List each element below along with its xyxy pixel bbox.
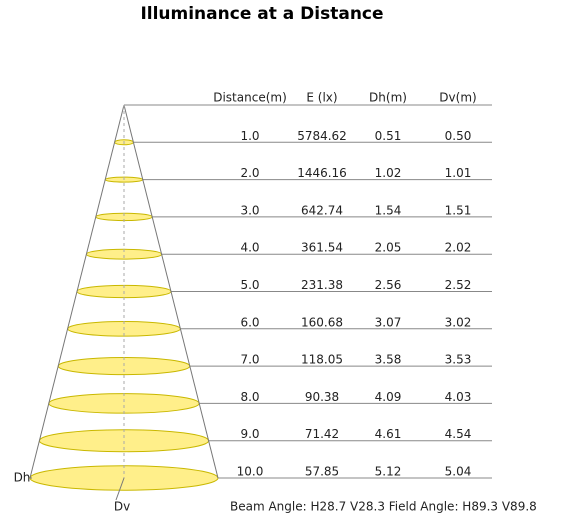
- column-header: Distance(m): [213, 91, 287, 105]
- cell: 3.58: [375, 353, 402, 367]
- cell: 4.0: [240, 241, 259, 255]
- cell: 4.61: [375, 427, 402, 441]
- dh-label: Dh: [14, 471, 31, 485]
- cell: 231.38: [301, 278, 343, 292]
- cell: 1.54: [375, 203, 402, 217]
- diagram: Illuminance at a Distance Dh Dv Beam Ang…: [0, 0, 561, 520]
- cell: 2.0: [240, 166, 259, 180]
- cell: 5.12: [375, 465, 402, 479]
- cell: 1.0: [240, 129, 259, 143]
- cell: 4.03: [445, 390, 472, 404]
- cell: 361.54: [301, 241, 343, 255]
- cell: 2.52: [445, 278, 472, 292]
- cell: 6.0: [240, 315, 259, 329]
- cell: 160.68: [301, 315, 343, 329]
- cell: 3.0: [240, 203, 259, 217]
- cell: 1.51: [445, 203, 472, 217]
- cell: 2.05: [375, 241, 402, 255]
- light-ellipse: [58, 358, 190, 375]
- cell: 1446.16: [297, 166, 347, 180]
- cell: 3.53: [445, 353, 472, 367]
- column-header: Dh(m): [369, 91, 407, 105]
- dv-label: Dv: [114, 500, 130, 514]
- column-header: E (lx): [306, 91, 337, 105]
- cell: 0.50: [445, 129, 472, 143]
- cell: 57.85: [305, 465, 339, 479]
- cell: 71.42: [305, 427, 339, 441]
- cell: 1.02: [375, 166, 402, 180]
- cell: 9.0: [240, 427, 259, 441]
- cell: 8.0: [240, 390, 259, 404]
- cell: 3.02: [445, 315, 472, 329]
- cell: 5784.62: [297, 129, 347, 143]
- cell: 7.0: [240, 353, 259, 367]
- cell: 5.0: [240, 278, 259, 292]
- cell: 1.01: [445, 166, 472, 180]
- cell: 5.04: [445, 465, 472, 479]
- cell: 90.38: [305, 390, 339, 404]
- cell: 642.74: [301, 203, 343, 217]
- cell: 4.54: [445, 427, 472, 441]
- cell: 2.56: [375, 278, 402, 292]
- footer: Beam Angle: H28.7 V28.3 Field Angle: H89…: [230, 500, 537, 514]
- title: Illuminance at a Distance: [140, 4, 383, 24]
- cell: 10.0: [237, 465, 264, 479]
- cell: 0.51: [375, 129, 402, 143]
- cell: 3.07: [375, 315, 402, 329]
- cell: 4.09: [375, 390, 402, 404]
- light-ellipse: [49, 394, 199, 414]
- cell: 2.02: [445, 241, 472, 255]
- cell: 118.05: [301, 353, 343, 367]
- column-header: Dv(m): [439, 91, 476, 105]
